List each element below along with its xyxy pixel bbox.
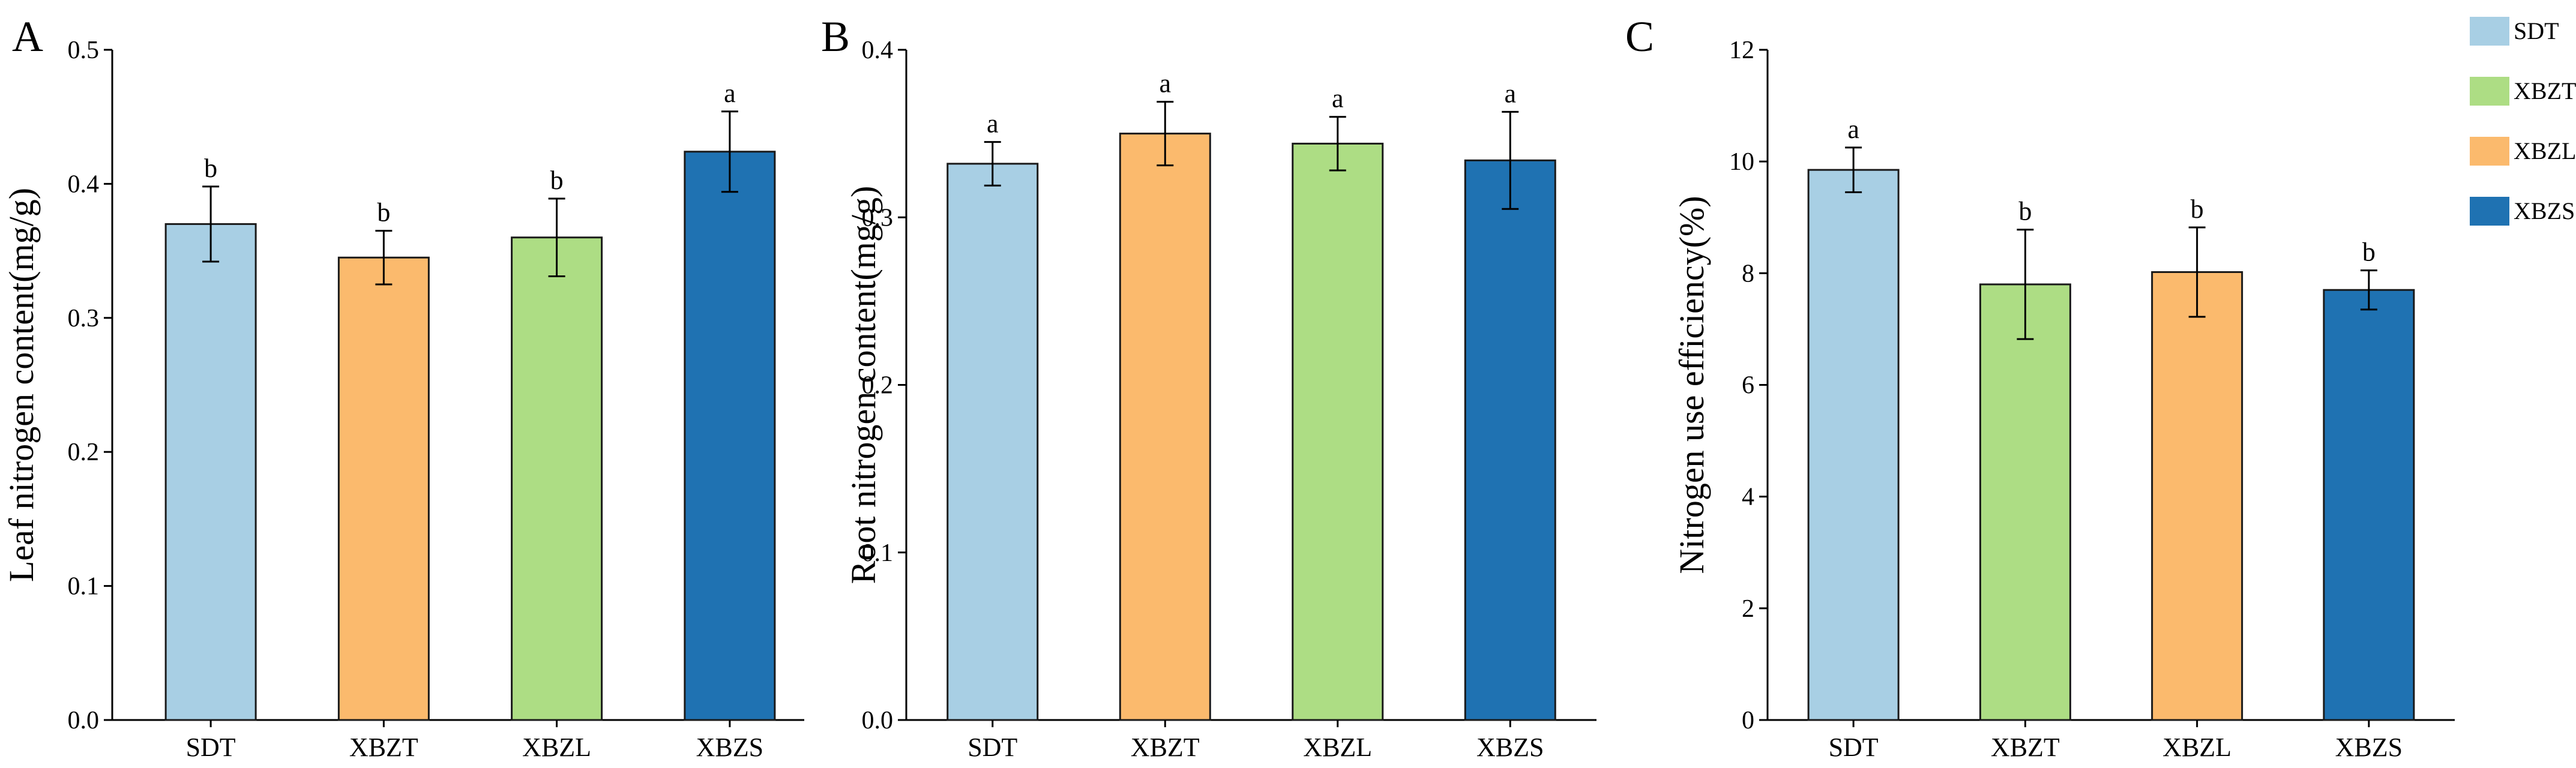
y-axis-label: Leaf nitrogen content(mg/g) (2, 188, 41, 582)
bar-xbzt (1119, 133, 1211, 721)
significance-letter: a (1504, 79, 1516, 108)
legend: SDT XBZT XBZL XBZS (2470, 17, 2576, 226)
panel-label: C (1625, 13, 1654, 61)
legend-label: XBZT (2514, 77, 2576, 104)
legend-label: XBZS (2514, 197, 2575, 224)
significance-letter: b (377, 198, 390, 227)
x-tick-label: XBZS (696, 733, 763, 762)
legend-swatch-xbzl (2470, 137, 2509, 166)
significance-letter: b (204, 154, 217, 183)
legend-swatch-xbzs (2470, 197, 2509, 226)
y-tick-label: 0.1 (68, 573, 100, 601)
x-tick-label: XBZL (2162, 733, 2231, 762)
bar-xbzl (1292, 142, 1384, 721)
y-tick-label: 0.0 (862, 707, 894, 734)
x-tick-label: XBZT (349, 733, 418, 762)
x-tick-label: SDT (1829, 733, 1879, 762)
bar-xbzs (2323, 289, 2415, 721)
y-tick-label: 0.4 (68, 170, 100, 198)
bar-sdt (1807, 169, 1900, 721)
legend-swatch-xbzt (2470, 77, 2509, 106)
y-tick-label: 0.2 (68, 439, 100, 466)
x-tick-label: SDT (968, 733, 1017, 762)
y-tick-label: 0.3 (862, 204, 894, 232)
x-tick-label: SDT (186, 733, 236, 762)
y-tick-label: 0.1 (862, 539, 894, 567)
panel-C: C Nitrogen use efficiency(%) 0 2 4 6 8 10 12 a SDT… (1625, 13, 2455, 762)
legend-label: SDT (2514, 17, 2559, 44)
significance-letter: b (2018, 197, 2032, 226)
significance-letter: a (1847, 115, 1859, 144)
bar-sdt (164, 223, 257, 721)
bar-xbzs (684, 151, 776, 721)
y-axis-label: Root nitrogen content(mg/g) (844, 186, 883, 584)
y-tick-label: 10 (1729, 148, 1754, 176)
y-tick-label: 12 (1729, 37, 1754, 64)
y-tick-label: 0.2 (862, 372, 894, 400)
x-tick-label: XBZL (522, 733, 591, 762)
x-tick-label: XBZS (2335, 733, 2403, 762)
panel-label: B (821, 13, 850, 61)
y-axis-label: Nitrogen use efficiency(%) (1672, 196, 1711, 574)
y-tick-label: 0.3 (68, 305, 100, 332)
panel-B: B Root nitrogen content(mg/g) 0.0 0.1 0.2 0.3… (821, 13, 1596, 762)
significance-letter: a (724, 79, 736, 108)
significance-letter: a (987, 109, 999, 139)
significance-letter: b (2191, 194, 2204, 224)
panel-A: A Leaf nitrogen content(mg/g) 0.0 0.1 0.2 0.3… (2, 13, 804, 762)
y-tick-label: 6 (1742, 372, 1754, 400)
significance-letter: b (2362, 238, 2376, 267)
bar-xbzt (337, 256, 430, 721)
y-tick-label: 4 (1742, 484, 1754, 511)
significance-letter: a (1332, 84, 1344, 113)
panel-label: A (12, 13, 43, 61)
bar-sdt (946, 163, 1039, 721)
bar-xbzl (511, 236, 603, 721)
y-tick-label: 0.0 (68, 707, 100, 734)
legend-swatch-sdt (2470, 17, 2509, 46)
x-tick-label: XBZS (1476, 733, 1544, 762)
y-tick-label: 0.5 (68, 37, 100, 64)
significance-letter: b (550, 166, 564, 195)
y-tick-label: 8 (1742, 260, 1754, 287)
y-tick-label: 2 (1742, 595, 1754, 623)
y-tick-label: 0 (1742, 707, 1754, 734)
x-tick-label: XBZL (1303, 733, 1372, 762)
x-tick-label: XBZT (1131, 733, 1200, 762)
bar-xbzs (1464, 159, 1556, 721)
bar-xbzl (2151, 271, 2243, 721)
y-tick-label: 0.4 (862, 37, 894, 64)
legend-label: XBZL (2514, 137, 2576, 164)
significance-letter: a (1159, 69, 1171, 98)
x-tick-label: XBZT (1991, 733, 2060, 762)
bar-xbzt (1979, 283, 2071, 721)
